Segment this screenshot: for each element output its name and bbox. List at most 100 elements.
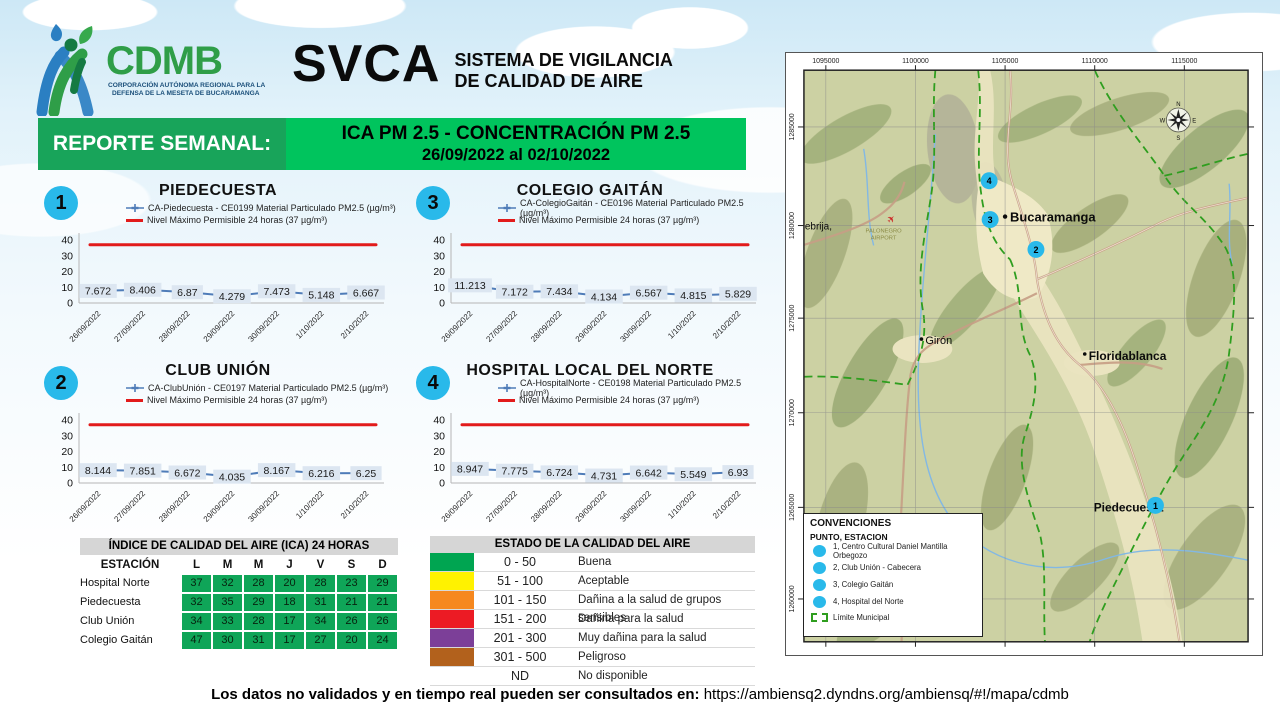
station-point-icon: [813, 544, 826, 557]
svg-text:26/09/2022: 26/09/2022: [68, 309, 103, 344]
svg-text:0: 0: [439, 298, 445, 310]
svg-text:S: S: [1176, 136, 1180, 142]
chart-card-colegio-gaitan: 3 COLEGIO GAITÁN CA-ColegioGaitán - CE01…: [410, 180, 770, 356]
map-top-coordinates: 1095000 1100000 1105000 1110000 1115000: [812, 58, 1197, 71]
logo-tagline-line2: DEFENSA DE LA MESETA DE BUCARAMANGA: [112, 90, 260, 97]
limit-legend-label: Nivel Máximo Permisible 24 horas (37 µg/…: [519, 395, 700, 405]
map-legend-items: 1, Centro Cultural Daniel Mantilla Orbeg…: [810, 542, 976, 610]
quality-scale-row: 51 - 100 Aceptable: [430, 572, 755, 591]
ica-value-cell: 31: [244, 632, 273, 649]
svg-text:29/09/2022: 29/09/2022: [202, 309, 237, 344]
limit-legend-label: Nivel Máximo Permisible 24 horas (37 µg/…: [147, 215, 328, 225]
map-station-marker-3: 3: [981, 211, 999, 229]
svg-text:E: E: [1192, 118, 1196, 124]
limit-line-icon: [498, 398, 515, 402]
svg-text:1260000: 1260000: [789, 585, 796, 612]
svg-text:ebrija,: ebrija,: [805, 222, 832, 233]
line-chart-piedecuesta: 40 30 20 10 0 7.672 8.406 6.87 4.279 7.473 5.148 6.…: [61, 233, 385, 344]
footer-url-link[interactable]: https://ambiensq2.dyndns.org/ambiensq/#!…: [703, 686, 1069, 703]
limit-line-icon: [498, 218, 515, 222]
report-banner: REPORTE SEMANAL: ICA PM 2.5 - CONCENTRAC…: [38, 118, 746, 170]
svg-text:29/09/2022: 29/09/2022: [202, 489, 237, 524]
ica-value-cell: 17: [275, 632, 304, 649]
svca-system-name: SISTEMA DE VIGILANCIA DE CALIDAD DE AIRE: [454, 50, 672, 91]
ica-value-cell: 47: [182, 632, 211, 649]
map-legend-item: 1, Centro Cultural Daniel Mantilla Orbeg…: [810, 542, 976, 560]
map-legend-item-label: 2, Club Unión - Cabecera: [833, 563, 921, 572]
svg-text:AIRPORT: AIRPORT: [871, 235, 897, 241]
map-legend-item-label: 3, Colegio Gaitán: [833, 580, 894, 589]
logo-brand-text: CDMB: [106, 39, 222, 83]
svg-text:6.642: 6.642: [636, 467, 662, 479]
municipal-boundary-icon: [811, 612, 828, 622]
series-legend-label: CA-ColegioGaitán - CE0196 Material Parti…: [520, 198, 744, 218]
ica-value-cell: 21: [337, 594, 366, 611]
ica-value-cell: 31: [306, 594, 335, 611]
svg-text:W: W: [1160, 118, 1166, 124]
svg-text:30/09/2022: 30/09/2022: [618, 309, 653, 344]
svg-text:6.216: 6.216: [308, 468, 334, 480]
ica-value-cell: 20: [337, 632, 366, 649]
svg-text:8.144: 8.144: [85, 465, 111, 477]
svg-text:4.134: 4.134: [591, 291, 617, 303]
svg-text:2/10/2022: 2/10/2022: [711, 309, 743, 341]
svg-text:5.829: 5.829: [725, 289, 751, 301]
map-legend-title: CONVENCIONES: [810, 518, 892, 529]
ica-table: ÍNDICE DE CALIDAD DEL AIRE (ICA) 24 HORA…: [80, 538, 398, 649]
svg-text:4.815: 4.815: [680, 290, 706, 302]
svca-acronym: SVCA: [292, 35, 441, 93]
banner-report-label: REPORTE SEMANAL:: [38, 118, 286, 170]
quality-color-swatch: [430, 629, 474, 647]
banner-period: 26/09/2022 al 02/10/2022: [421, 145, 611, 164]
chart-title: PIEDECUESTA: [158, 182, 278, 199]
svg-text:30/09/2022: 30/09/2022: [618, 489, 653, 524]
quality-range: 301 - 500: [493, 650, 547, 664]
svg-text:27/09/2022: 27/09/2022: [112, 489, 147, 524]
svg-text:10: 10: [433, 282, 445, 294]
station-number-badge: 3: [416, 186, 450, 220]
svg-text:1280000: 1280000: [789, 212, 796, 239]
svg-text:10: 10: [61, 462, 73, 474]
svg-text:1270000: 1270000: [789, 399, 796, 426]
quality-scale-row: 0 - 50 Buena: [430, 553, 755, 572]
svg-text:28/09/2022: 28/09/2022: [529, 309, 564, 344]
ica-value-cell: 26: [337, 613, 366, 630]
quality-range: 0 - 50: [504, 555, 536, 569]
svg-text:10: 10: [61, 282, 73, 294]
ica-value-cell: 28: [306, 575, 335, 592]
quality-range: 51 - 100: [497, 574, 543, 588]
svg-text:5.148: 5.148: [308, 290, 334, 302]
line-chart-hospital-norte: 40 30 20 10 0 8.947 7.775 6.724 4.731 6.642 5.549 6…: [433, 413, 756, 524]
municipal-boundary-lines: [803, 70, 1249, 642]
svg-text:20: 20: [433, 446, 445, 458]
svg-text:20: 20: [433, 266, 445, 278]
map-frame: [803, 69, 1249, 643]
svg-text:2/10/2022: 2/10/2022: [339, 309, 371, 341]
svg-text:6.672: 6.672: [174, 467, 200, 479]
ica-value-cell: 37: [182, 575, 211, 592]
quality-range: 151 - 200: [493, 612, 547, 626]
svg-text:2: 2: [1033, 245, 1038, 255]
svg-text:40: 40: [433, 415, 445, 427]
ica-table-title: ÍNDICE DE CALIDAD DEL AIRE (ICA) 24 HORA…: [80, 538, 398, 555]
svg-text:1: 1: [1153, 501, 1158, 511]
svg-text:6.724: 6.724: [546, 467, 572, 479]
map-station-marker-4: 4: [980, 172, 998, 190]
svg-text:6.567: 6.567: [636, 287, 662, 299]
leaf-icon: [79, 26, 93, 44]
svg-text:1275000: 1275000: [789, 304, 796, 331]
station-point-icon: [813, 578, 826, 591]
ica-value-cell: 30: [213, 632, 242, 649]
svg-text:20: 20: [61, 266, 73, 278]
svg-text:30/09/2022: 30/09/2022: [246, 309, 281, 344]
ica-value-cell: 34: [182, 613, 211, 630]
svg-text:11.213: 11.213: [454, 280, 485, 292]
limit-line-icon: [126, 398, 143, 402]
quality-label: Dañina a la salud de grupos sensibles: [578, 594, 722, 624]
line-chart-colegio-gaitan: 40 30 20 10 0 11.213 7.172 7.434 4.134 6.567 4.815…: [433, 233, 757, 344]
svg-text:1265000: 1265000: [789, 494, 796, 521]
map-legend-item: 4, Hospital del Norte: [810, 593, 976, 610]
svg-text:1115000: 1115000: [1171, 58, 1197, 65]
svg-text:2/10/2022: 2/10/2022: [339, 489, 371, 521]
